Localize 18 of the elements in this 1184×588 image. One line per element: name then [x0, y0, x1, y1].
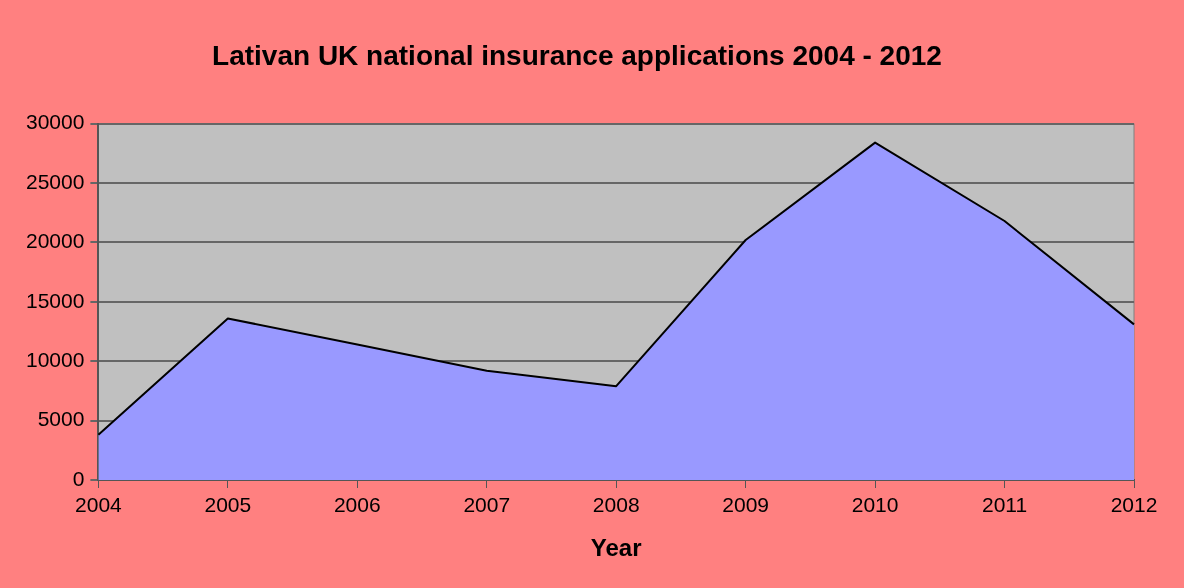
x-axis-title: Year [590, 534, 642, 562]
x-tick-label: 2008 [592, 493, 640, 517]
y-tick-label: 20000 [25, 229, 85, 253]
x-tick-label: 2007 [463, 493, 511, 517]
chart-title: Lativan UK national insurance applications 2004 - 2012 [212, 39, 942, 71]
x-tick-label: 2009 [722, 493, 770, 517]
y-tick-label: 15000 [25, 288, 85, 312]
y-tick-label: 0 [72, 466, 85, 490]
y-tick-label: 5000 [37, 407, 85, 431]
x-tick-label: 2011 [981, 493, 1028, 517]
y-tick-label: 10000 [25, 348, 85, 371]
y-tick-label: 30000 [25, 110, 85, 134]
x-tick-label: 2005 [204, 493, 252, 517]
x-tick-label: 2006 [333, 493, 381, 517]
x-tick-label: 2012 [1110, 493, 1158, 517]
y-tick-label: 25000 [25, 169, 85, 193]
x-tick-label: 2004 [75, 493, 123, 517]
x-tick-label: 2010 [851, 493, 899, 517]
